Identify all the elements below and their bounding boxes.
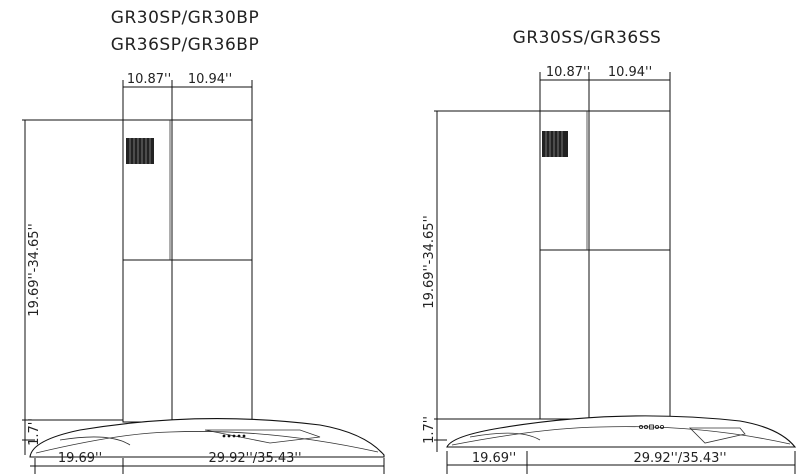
model-title-left-line2: GR36SP/GR36BP — [111, 35, 259, 55]
hood-width-label: 29.92''/35.43'' — [208, 451, 301, 466]
hood-height-label: 1.7'' — [422, 416, 437, 444]
hood-width-label: 29.92''/35.43'' — [633, 451, 726, 466]
vent-grille-left — [126, 138, 154, 164]
chimney-right-width-label: 10.94'' — [188, 72, 232, 87]
hood-depth-label: 19.69'' — [58, 451, 102, 466]
chimney-left-width-label: 10.87'' — [127, 72, 171, 87]
chimney-width-dimension-right: 10.87'' 10.94'' — [539, 65, 671, 112]
chimney-right — [539, 110, 671, 420]
hood-base-dimension-left: 19.69'' 29.92''/35.43'' — [30, 451, 385, 474]
hood-drawing-right: GR30SS/GR36SS 10.87'' 10.94'' — [422, 28, 797, 474]
hood-base-dimension-right: 19.69'' 29.92''/35.43'' — [446, 451, 796, 474]
hood-depth-label: 19.69'' — [472, 451, 516, 466]
hood-height-label: 1.7'' — [27, 418, 42, 446]
chimney-height-label: 19.69''-34.65'' — [422, 215, 437, 308]
hood-canopy-right — [446, 415, 797, 448]
chimney-height-dimension-left: 19.69''-34.65'' 1.7'' — [22, 119, 123, 455]
model-title-left-line1: GR30SP/GR30BP — [111, 8, 259, 28]
chimney-left — [122, 119, 253, 423]
chimney-width-dimension-left: 10.87'' 10.94'' — [122, 72, 253, 122]
hood-canopy-left — [29, 418, 385, 458]
control-buttons-right — [639, 424, 665, 430]
chimney-left-width-label: 10.87'' — [546, 65, 590, 80]
model-title-right: GR30SS/GR36SS — [513, 28, 662, 48]
chimney-height-label: 19.69''-34.65'' — [27, 223, 42, 316]
hood-drawing-left: GR30SP/GR30BP GR36SP/GR36BP 10.87'' 10.9… — [22, 8, 385, 474]
chimney-right-width-label: 10.94'' — [608, 65, 652, 80]
chimney-height-dimension-right: 19.69''-34.65'' 1.7'' — [422, 110, 540, 452]
control-buttons-left — [222, 434, 246, 438]
